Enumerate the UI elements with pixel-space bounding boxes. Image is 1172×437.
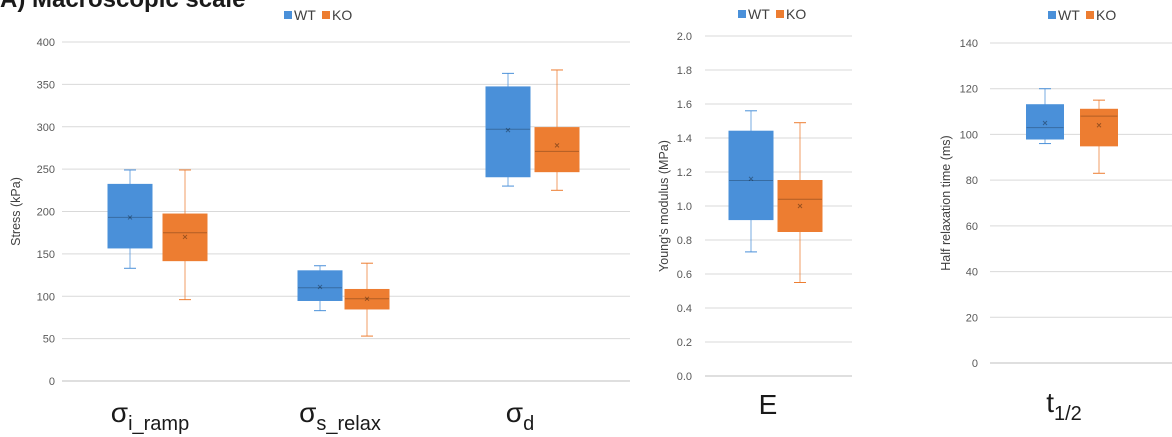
legend-label-wt: WT — [294, 7, 316, 23]
mean-marker — [1042, 120, 1048, 126]
y-tick-label: 1.0 — [677, 201, 692, 213]
y-tick-label: 1.6 — [677, 99, 692, 111]
chart-panel-2: 0 20 40 60 80 100 120 140 Half relaxation time (… — [939, 7, 1172, 425]
y-tick-label: 1.2 — [677, 167, 692, 179]
box-body — [534, 127, 580, 173]
legend-label-wt: WT — [748, 6, 770, 22]
category-base: t — [1046, 387, 1054, 418]
mean-marker — [364, 296, 370, 302]
mean-marker — [554, 143, 560, 148]
box-wt — [297, 265, 343, 312]
box-body — [297, 270, 343, 301]
box-body — [1026, 104, 1064, 140]
legend-swatch-ko — [776, 10, 784, 18]
stress-boxplot: 0 50 100 150 200 250 300 350 400 Stress (kPa) WT KO… — [9, 7, 630, 435]
box-ko — [1080, 99, 1118, 174]
category-subscript: d — [523, 413, 534, 435]
y-tick-label: 100 — [960, 129, 978, 141]
legend-label-ko: KO — [332, 7, 352, 23]
category-base: E — [759, 389, 778, 420]
y-tick-label: 80 — [966, 175, 978, 187]
box-wt — [485, 72, 531, 187]
y-tick-label: 0.0 — [677, 371, 692, 383]
y-tick-label: 50 — [43, 334, 55, 346]
legend-swatch-wt — [1048, 11, 1056, 19]
box-body — [107, 183, 153, 249]
legend-swatch-wt — [284, 11, 292, 19]
y-tick-label: 40 — [966, 267, 978, 279]
category-base: σ — [111, 397, 128, 428]
y-tick-label: 0 — [49, 376, 55, 388]
legend-label-wt: WT — [1058, 7, 1080, 23]
y-tick-label: 2.0 — [677, 31, 692, 43]
y-tick-label: 0.4 — [677, 303, 692, 315]
mean-marker — [1096, 122, 1102, 128]
y-tick-label: 0.2 — [677, 337, 692, 349]
y-tick-label: 0 — [972, 358, 978, 370]
y-axis-label: Half relaxation time (ms) — [939, 135, 953, 270]
category-base: σ — [506, 397, 523, 428]
legend-swatch-wt — [738, 10, 746, 18]
category-subscript: i_ramp — [128, 413, 189, 435]
mean-marker — [127, 215, 133, 220]
mean-marker — [748, 176, 754, 182]
y-tick-label: 60 — [966, 221, 978, 233]
mean-marker — [505, 127, 511, 133]
box-ko — [162, 169, 208, 301]
box-body — [728, 130, 774, 221]
y-tick-label: 300 — [37, 122, 55, 134]
box-wt — [728, 110, 774, 253]
category-subscript: 1/2 — [1054, 403, 1082, 425]
youngs-modulus-boxplot: 0.0 0.2 0.4 0.6 0.8 1.0 1.2 1.4 1.6 1.8 2.0 Young's… — [657, 6, 1172, 425]
box-body — [485, 86, 531, 178]
category-label: t1/2 — [1046, 387, 1082, 425]
legend-label-ko: KO — [1096, 7, 1116, 23]
box-wt — [1026, 88, 1064, 145]
box-ko — [344, 262, 390, 337]
y-axis-label: Stress (kPa) — [9, 177, 23, 246]
y-tick-label: 250 — [37, 164, 55, 176]
y-tick-label: 0.8 — [677, 235, 692, 247]
chart-panel-1: 0.0 0.2 0.4 0.6 0.8 1.0 1.2 1.4 1.6 1.8 2.0 Young's… — [657, 6, 852, 420]
box-body — [162, 213, 208, 262]
y-tick-label: 200 — [37, 207, 55, 219]
mean-marker — [797, 203, 803, 209]
mean-marker — [182, 234, 188, 240]
y-tick-label: 0.6 — [677, 269, 692, 281]
legend-swatch-ko — [1086, 11, 1094, 19]
box-body — [777, 180, 823, 232]
y-tick-label: 20 — [966, 312, 978, 324]
legend-swatch-ko — [322, 11, 330, 19]
box-wt — [107, 169, 153, 269]
category-label: σi_ramp — [111, 397, 189, 435]
y-tick-label: 150 — [37, 249, 55, 261]
y-tick-label: 1.8 — [677, 65, 692, 77]
category-base: σ — [299, 397, 316, 428]
y-tick-label: 140 — [960, 38, 978, 50]
y-tick-label: 100 — [37, 291, 55, 303]
y-tick-label: 350 — [37, 79, 55, 91]
box-body — [344, 288, 390, 310]
box-ko — [777, 122, 823, 283]
category-label: σd — [506, 397, 534, 435]
y-tick-label: 400 — [37, 37, 55, 49]
box-ko — [534, 69, 580, 191]
category-subscript: s_relax — [316, 413, 380, 435]
category-label: E — [759, 389, 778, 420]
box-body — [1080, 108, 1118, 147]
legend-label-ko: KO — [786, 6, 806, 22]
y-tick-label: 1.4 — [677, 133, 692, 145]
y-axis-label: Young's modulus (MPa) — [657, 140, 671, 272]
chart-panel-0: 0 50 100 150 200 250 300 350 400 Stress (kPa) WT KO… — [9, 7, 630, 435]
mean-marker — [317, 284, 323, 290]
y-tick-label: 120 — [960, 84, 978, 96]
category-label: σs_relax — [299, 397, 381, 435]
figure-heading: A) Macroscopic scale — [0, 0, 245, 14]
